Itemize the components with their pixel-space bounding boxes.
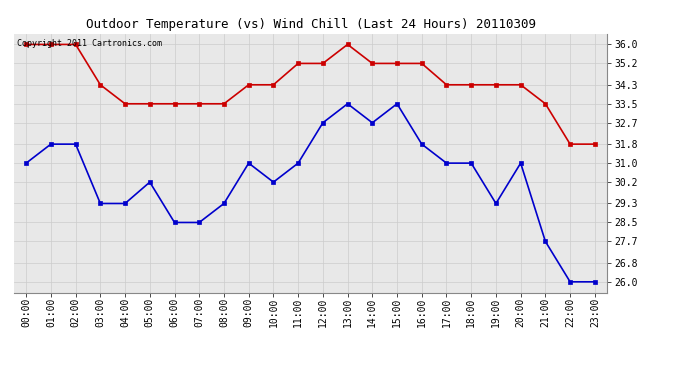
Text: Copyright 2011 Cartronics.com: Copyright 2011 Cartronics.com <box>17 39 161 48</box>
Title: Outdoor Temperature (vs) Wind Chill (Last 24 Hours) 20110309: Outdoor Temperature (vs) Wind Chill (Las… <box>86 18 535 31</box>
